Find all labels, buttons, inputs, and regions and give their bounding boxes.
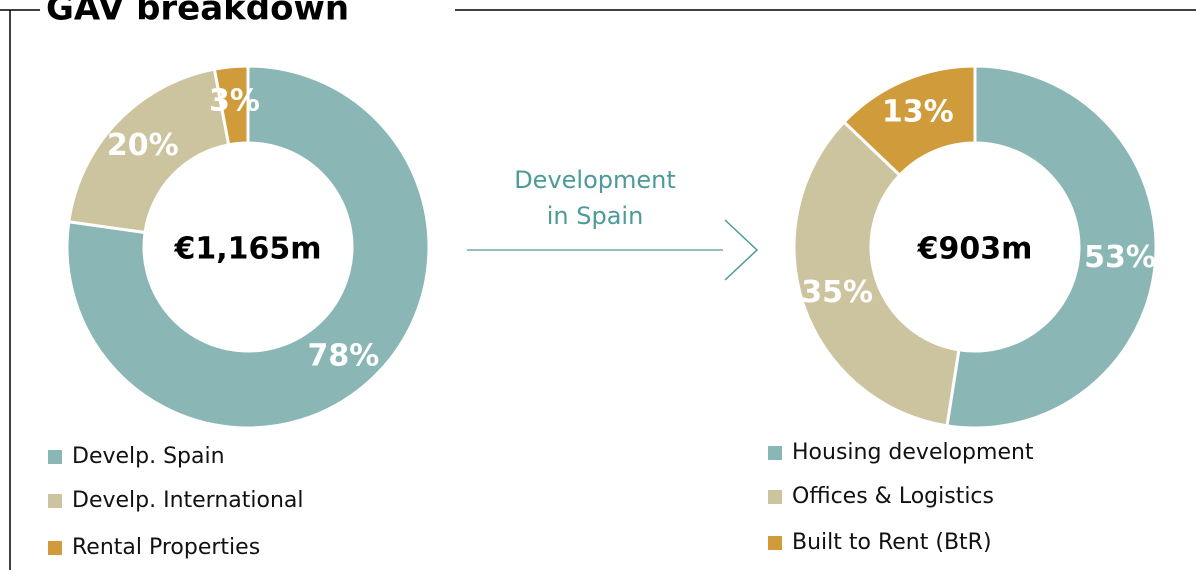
slice	[67, 67, 231, 235]
data-label: 13%	[882, 95, 954, 130]
center-label: €903m	[917, 232, 1033, 267]
data-label: 20%	[107, 128, 179, 163]
legend-swatch	[48, 541, 62, 555]
legend-label: Housing development	[792, 440, 1034, 465]
legend-swatch	[48, 450, 62, 464]
annotation: Development in Spain	[514, 166, 676, 230]
legend-label: Develp. Spain	[72, 444, 225, 469]
center-label: €1,165m	[173, 232, 321, 267]
slice	[841, 64, 977, 178]
slice	[65, 64, 431, 430]
slice	[792, 119, 961, 428]
data-label: 35%	[801, 275, 873, 310]
data-label: 53%	[1084, 240, 1156, 275]
legend-swatch	[768, 536, 782, 550]
legend-swatch	[768, 446, 782, 460]
data-label: 78%	[308, 338, 380, 373]
legend-swatch	[768, 490, 782, 504]
legend-label: Offices & Logistics	[792, 484, 994, 509]
legend-swatch	[48, 494, 62, 508]
legend-label: Rental Properties	[72, 535, 260, 560]
legend-label: Develp. International	[72, 488, 304, 513]
slice	[212, 64, 250, 147]
title: GAV breakdown	[46, 0, 349, 29]
arrow-head	[724, 219, 759, 281]
legend-label: Built to Rent (BtR)	[792, 530, 992, 555]
slice	[945, 64, 1158, 430]
data-label: 3%	[209, 84, 260, 119]
